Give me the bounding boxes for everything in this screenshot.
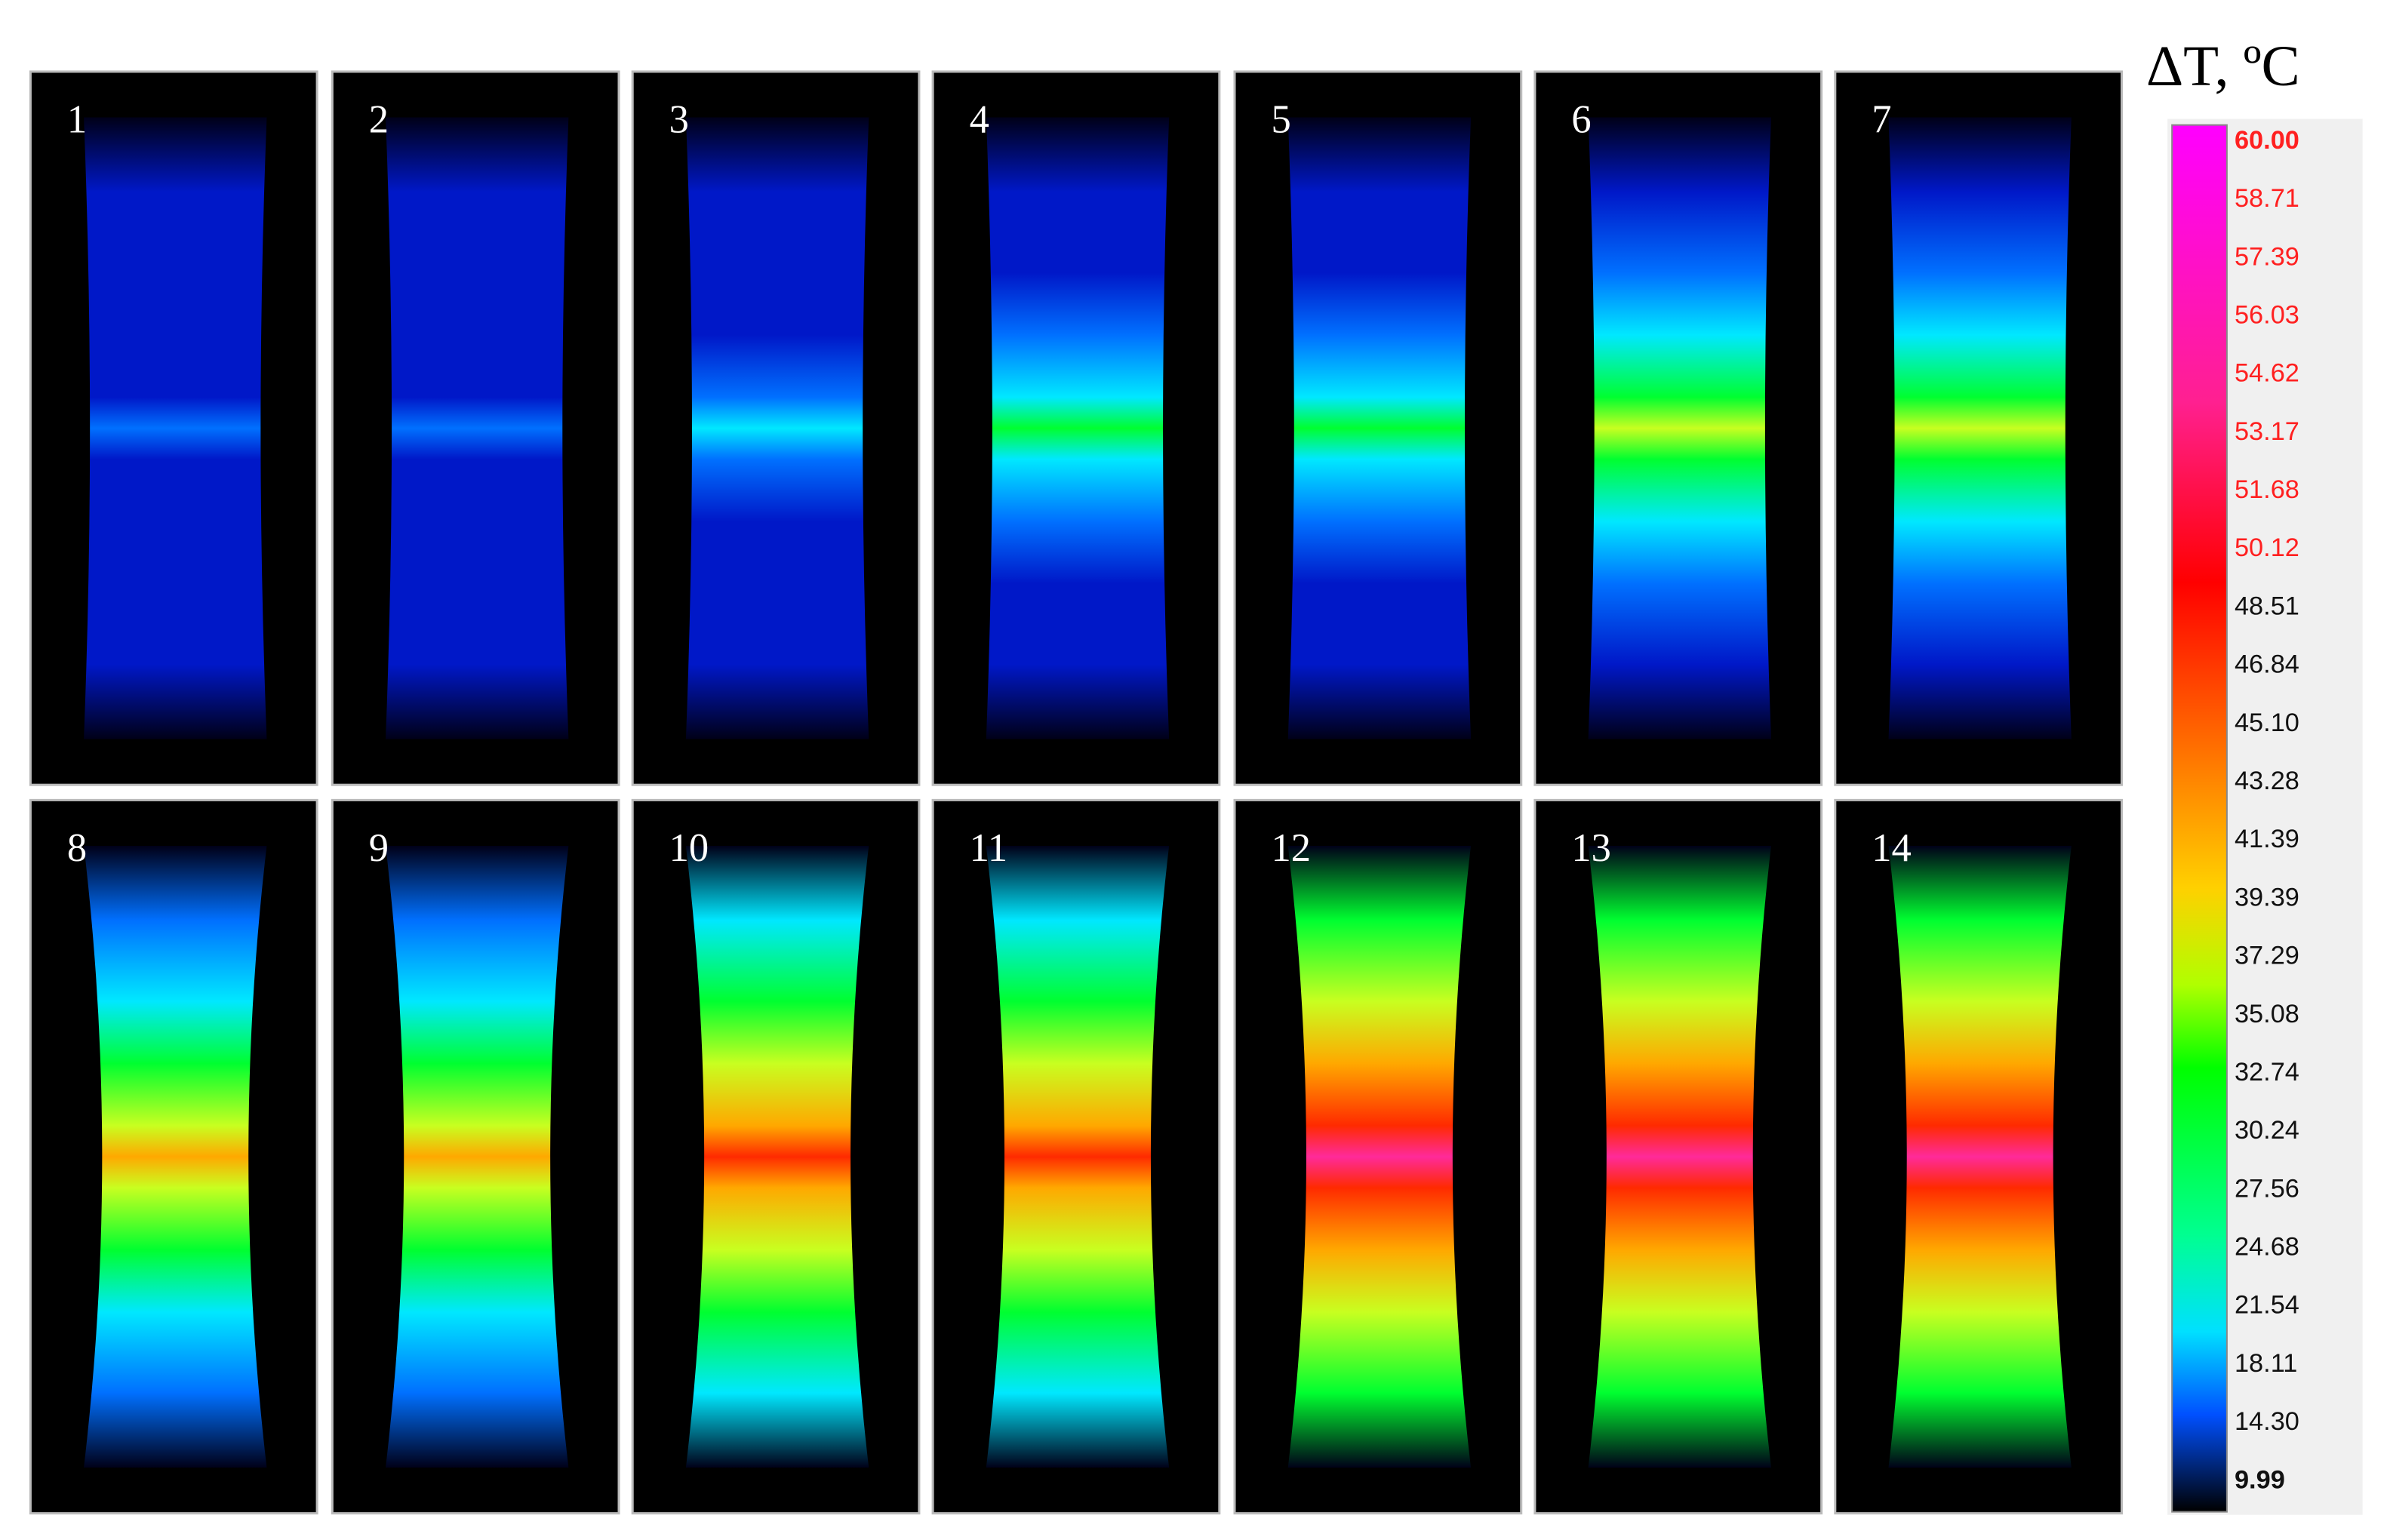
colorbar-label: 9.99 (2235, 1465, 2285, 1494)
colorbar-label: 14.30 (2235, 1407, 2299, 1436)
specimen (685, 117, 869, 739)
colorbar-label: 57.39 (2235, 242, 2299, 271)
colorbar-label: 37.29 (2235, 942, 2299, 970)
panel-label: 13 (1571, 826, 1611, 870)
panel-label: 3 (669, 98, 689, 142)
specimen (685, 845, 869, 1468)
colorbar-label: 32.74 (2235, 1058, 2299, 1087)
colorbar-label: 46.84 (2235, 650, 2299, 679)
colorbar (2171, 124, 2228, 1513)
panel-label: 11 (970, 826, 1008, 870)
colorbar-label: 53.17 (2235, 417, 2299, 446)
colorbar-label: 43.28 (2235, 767, 2299, 795)
panel-label: 6 (1571, 98, 1591, 142)
colorbar-label: 50.12 (2235, 533, 2299, 562)
specimen (986, 117, 1170, 739)
specimen (1588, 117, 1771, 739)
specimen (1287, 845, 1472, 1468)
specimen (386, 117, 569, 739)
panel-label: 5 (1271, 98, 1290, 142)
specimen (1588, 845, 1771, 1468)
panel-label: 8 (67, 826, 87, 870)
panel-label: 14 (1872, 826, 1912, 870)
colorbar-label: 41.39 (2235, 825, 2299, 853)
colorbar-label: 30.24 (2235, 1116, 2299, 1145)
colorbar-label: 18.11 (2235, 1349, 2297, 1378)
colorbar-title: ΔT, ºC (2146, 34, 2300, 98)
colorbar-label: 39.39 (2235, 883, 2299, 911)
colorbar-label: 35.08 (2235, 1000, 2299, 1028)
panel-label: 12 (1271, 826, 1311, 870)
specimen (1287, 117, 1472, 739)
specimen (386, 845, 569, 1468)
panel-label: 1 (67, 98, 87, 142)
colorbar-label: 27.56 (2235, 1174, 2299, 1203)
colorbar-label: 48.51 (2235, 592, 2299, 620)
colorbar-label: 58.71 (2235, 184, 2299, 213)
specimen (986, 845, 1170, 1468)
colorbar-label: 56.03 (2235, 300, 2299, 329)
panel-label: 10 (669, 826, 709, 870)
colorbar-label: 21.54 (2235, 1291, 2299, 1320)
specimen (84, 845, 267, 1468)
panel-label: 9 (369, 826, 389, 870)
colorbar-label: 54.62 (2235, 359, 2299, 388)
panel-label: 7 (1872, 98, 1891, 142)
specimen (1888, 845, 2072, 1468)
colorbar-label: 51.68 (2235, 475, 2299, 504)
colorbar-label: 24.68 (2235, 1233, 2299, 1262)
colorbar-label: 45.10 (2235, 709, 2299, 737)
colorbar-label: 60.00 (2235, 126, 2299, 155)
panel-label: 2 (369, 98, 389, 142)
specimen (84, 117, 267, 739)
specimen (1888, 117, 2072, 739)
panel-label: 4 (970, 98, 989, 142)
